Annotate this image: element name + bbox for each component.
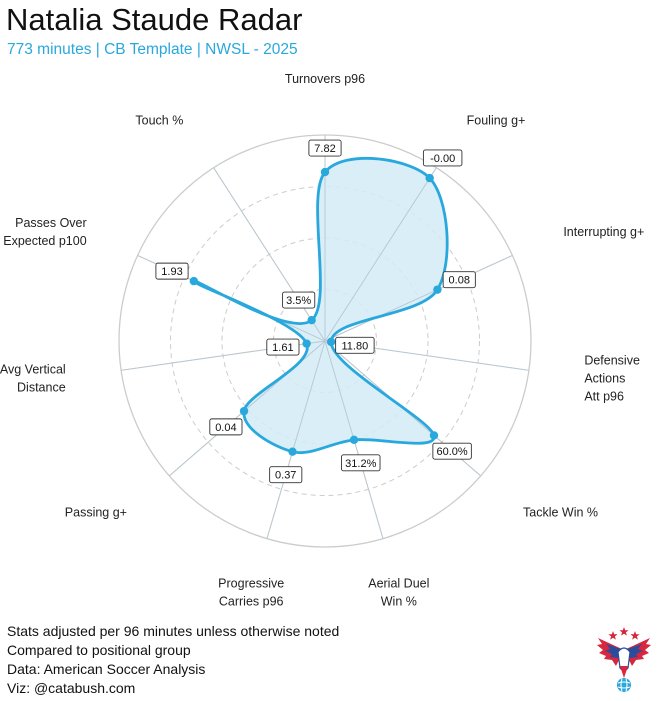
axis-label-aerial-duel-win-pct: Aerial Duel Win % xyxy=(368,576,429,608)
axis-label-tackle-win-pct: Tackle Win % xyxy=(523,506,598,520)
axis-label-defensive-actions-att-p96: Defensive Actions Att p96 xyxy=(584,353,640,403)
axis-label-avg-vertical-distance: Avg Vertical Distance xyxy=(0,362,66,394)
eagle-soccer-logo-icon xyxy=(597,627,651,692)
svg-text:0.37: 0.37 xyxy=(275,470,296,482)
axis-label-turnovers-p96: Turnovers p96 xyxy=(285,72,365,86)
radar-inner-spoke xyxy=(324,255,513,342)
svg-text:0.04: 0.04 xyxy=(215,422,236,434)
footer-line-compared: Compared to positional group xyxy=(7,642,191,658)
svg-text:7.82: 7.82 xyxy=(314,143,335,155)
radar-area xyxy=(193,158,448,453)
radar-series xyxy=(121,135,529,539)
svg-text:-0.00: -0.00 xyxy=(430,153,455,165)
radar-grid-ring-2 xyxy=(221,237,429,445)
value-label-fouling-gplus: -0.00 xyxy=(422,149,463,167)
value-label-interrupting-gplus: 0.08 xyxy=(442,271,476,289)
radar-inner-spoke xyxy=(213,167,326,342)
radar-point-aerial-duel-win-pct xyxy=(349,435,359,445)
svg-text:3.5%: 3.5% xyxy=(286,295,311,307)
svg-text:31.2%: 31.2% xyxy=(345,458,376,470)
page-title: Natalia Staude Radar xyxy=(6,2,303,37)
radar-axis-labels: 0.37 Progressive Carries p96 0.04 Passing g+… xyxy=(0,72,644,608)
radar-point-interrupting-gplus xyxy=(433,285,442,294)
value-label-tackle-win-pct: 60.0% xyxy=(432,442,472,460)
page-subtitle: 773 minutes | CB Template | NWSL - 2025 xyxy=(7,41,298,58)
radar-point-fouling-gplus xyxy=(425,173,434,183)
value-label-touch-pct: 3.5% xyxy=(282,291,316,309)
axis-label-passes-over-expected-p100: Passes Over Expected p100 xyxy=(3,216,86,248)
svg-text:1.61: 1.61 xyxy=(272,342,293,354)
radar-inner-spoke xyxy=(266,340,326,539)
radar-point-turnovers-p96 xyxy=(320,167,330,177)
radar-point-passes-over-expected-p100 xyxy=(189,276,199,286)
radar-point-touch-pct xyxy=(307,316,316,325)
radar-point-defensive-actions-att-p96 xyxy=(326,337,336,347)
value-label-passing-gplus: 0.04 xyxy=(209,418,243,436)
axis-label-interrupting-gplus: Interrupting g+ xyxy=(563,225,644,239)
footer-line-data-source: Data: American Soccer Analysis xyxy=(7,661,206,677)
svg-text:60.0%: 60.0% xyxy=(437,446,468,458)
value-label-defensive-actions-att-p96: 11.80 xyxy=(335,336,375,354)
value-label-progressive-carries-p96: 0.37 xyxy=(269,466,303,484)
axis-label-fouling-gplus: Fouling g+ xyxy=(467,114,526,128)
footer-line-adjusted: Stats adjusted per 96 minutes unless oth… xyxy=(7,623,340,639)
radar-grid-ring-3 xyxy=(170,186,480,496)
radar-point-avg-vertical-distance xyxy=(302,339,311,348)
value-label-passes-over-expected-p100: 1.93 xyxy=(155,262,189,280)
footer-line-viz-credit: Viz: @catabush.com xyxy=(7,680,136,696)
radar-point-passing-gplus xyxy=(239,406,249,416)
value-label-avg-vertical-distance: 1.61 xyxy=(266,338,300,356)
svg-text:1.93: 1.93 xyxy=(161,266,182,278)
axis-label-touch-pct: Touch % xyxy=(135,114,183,128)
footer-notes: Stats adjusted per 96 minutes unless oth… xyxy=(7,622,339,698)
axis-label-progressive-carries-p96: Progressive Carries p96 xyxy=(218,576,284,608)
svg-text:0.08: 0.08 xyxy=(449,275,470,287)
radar-grid-ring-1 xyxy=(273,289,377,393)
radar-point-tackle-win-pct xyxy=(429,431,439,440)
value-label-turnovers-p96: 7.82 xyxy=(308,139,342,157)
radar-point-progressive-carries-p96 xyxy=(288,447,297,456)
radar-inner-spoke xyxy=(324,167,437,342)
axis-label-passing-gplus: Passing g+ xyxy=(65,506,127,520)
svg-text:11.80: 11.80 xyxy=(342,340,369,352)
value-label-aerial-duel-win-pct: 31.2% xyxy=(341,454,381,472)
